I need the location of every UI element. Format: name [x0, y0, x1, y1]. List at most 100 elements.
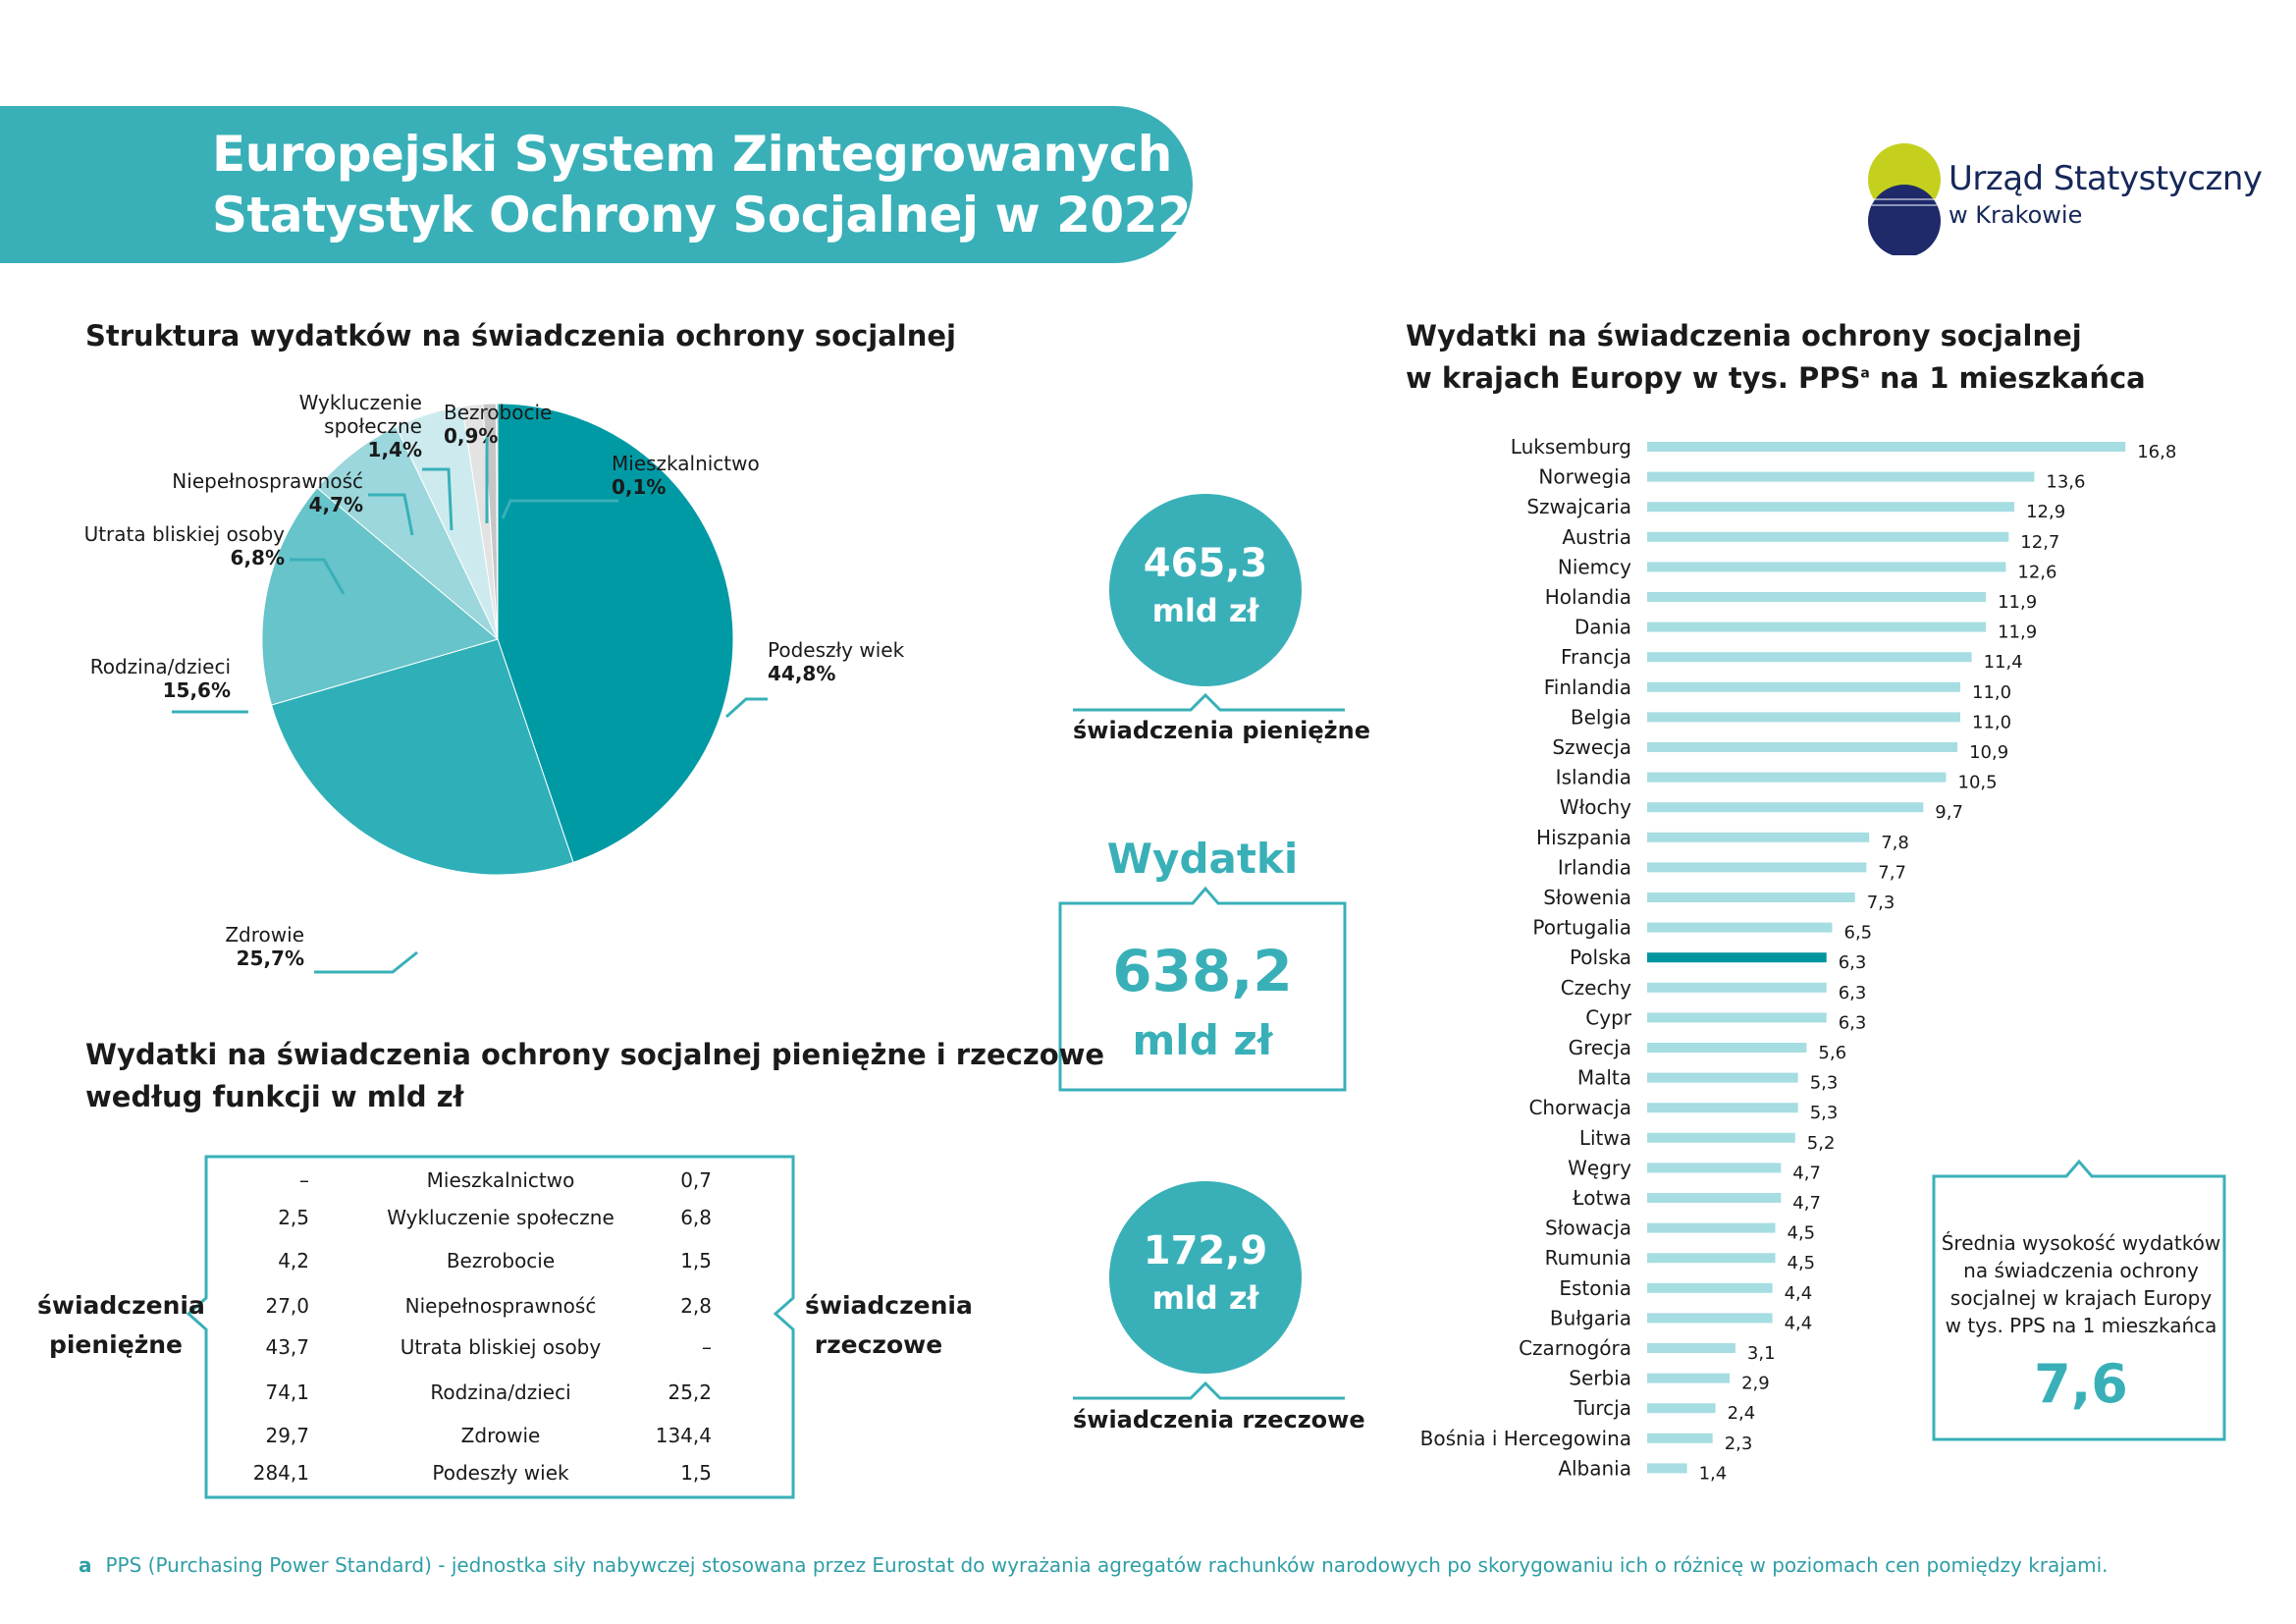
bar-value-label: 6,3 [1839, 1012, 1867, 1033]
bar-value-label: 4,5 [1788, 1253, 1816, 1273]
bar-category-label: Łotwa [1572, 1186, 1631, 1210]
pie-label-zdrowie: Zdrowie 25,7% [225, 923, 304, 970]
logo-subtitle: w Krakowie [1949, 201, 2083, 229]
total-value: 638,2 [1112, 938, 1293, 1004]
table-function-name: Rodzina/dzieci [430, 1380, 571, 1404]
bar-category-label: Cypr [1585, 1005, 1631, 1029]
table-function-name: Mieszkalnictwo [426, 1168, 575, 1192]
bar [1647, 1282, 1773, 1293]
table-function-name: Wykluczenie społeczne [387, 1206, 614, 1229]
bar-category-label: Chorwacja [1528, 1096, 1631, 1119]
bar [1647, 1403, 1716, 1414]
bar [1647, 1043, 1807, 1053]
table-cash-value: 4,2 [278, 1249, 309, 1272]
bar-category-label: Austria [1562, 525, 1631, 549]
table-cash-value: 27,0 [265, 1294, 309, 1318]
table-cash-value: 74,1 [265, 1380, 309, 1404]
title-banner: Europejski System Zintegrowanych Statyst… [0, 106, 1243, 263]
bar [1647, 1373, 1731, 1383]
bar [1647, 681, 1960, 692]
cash-benefits-caption: świadczenia pieniężne [1073, 717, 1370, 744]
footnote: a PPS (Purchasing Power Standard) - jedno… [79, 1553, 2109, 1577]
bar-value-label: 1,4 [1699, 1463, 1728, 1484]
table-right-label: świadczenia rzeczowe [805, 1291, 973, 1359]
bar [1647, 1313, 1773, 1324]
bar-category-label: Czechy [1561, 976, 1631, 1000]
bar [1647, 802, 1924, 813]
bar [1647, 1433, 1713, 1443]
bar-category-label: Turcja [1574, 1396, 1631, 1420]
pie-label-bezrobocie: Bezrobocie 0,9% [444, 401, 553, 448]
bar-value-label: 4,4 [1785, 1313, 1813, 1333]
bar [1647, 893, 1855, 902]
bar [1647, 652, 1972, 663]
table-inkind-value: 134,4 [655, 1424, 712, 1447]
bar-category-label: Litwa [1579, 1126, 1631, 1150]
inkind-benefits-unit: mld zł [1151, 1279, 1259, 1317]
bar-category-label: Serbia [1569, 1367, 1631, 1390]
bar-value-label: 16,8 [2137, 442, 2176, 462]
bar-value-label: 11,0 [1972, 712, 2011, 732]
bar-category-label: Rumunia [1545, 1246, 1631, 1270]
pie-slice-1 [270, 638, 574, 876]
bar-value-label: 11,9 [1998, 623, 2037, 643]
table-section-title-line-2: według funkcji w mld zł [85, 1080, 464, 1113]
pie-label-niepelnosprawnosc: Niepełnosprawność 4,7% [172, 469, 363, 516]
bars-section-title-line-1: Wydatki na świadczenia ochrony socjalnej [1406, 319, 2082, 352]
bar [1647, 1463, 1687, 1474]
bar [1647, 862, 1867, 873]
bar [1647, 1163, 1782, 1173]
bar [1647, 1132, 1795, 1143]
cash-benefits-circle: 465,3 mld zł [1109, 494, 1302, 686]
bar [1647, 1103, 1798, 1113]
bar [1647, 592, 1987, 602]
bar-category-label: Niemcy [1558, 555, 1631, 578]
average-description: Średnia wysokość wydatków na świadczenia… [1941, 1231, 2221, 1337]
bar-category-label: Szwecja [1552, 735, 1631, 759]
bar-category-label: Estonia [1559, 1276, 1631, 1300]
bar-category-label: Malta [1577, 1066, 1631, 1090]
bar [1647, 562, 2006, 572]
bar-value-label: 6,3 [1839, 952, 1867, 973]
bar-category-label: Słowacja [1545, 1217, 1631, 1240]
bar-value-label: 3,1 [1747, 1343, 1776, 1364]
bar-category-label: Szwajcaria [1526, 495, 1631, 518]
pie-label-podeszly-wiek: Podeszły wiek 44,8% [768, 638, 905, 685]
bar [1647, 471, 2035, 482]
pie-label-utrata: Utrata bliskiej osoby 6,8% [83, 522, 285, 569]
table-left-label: świadczenia pieniężne [37, 1291, 205, 1359]
bar-value-label: 4,7 [1792, 1193, 1821, 1214]
bar-value-label: 4,4 [1785, 1283, 1813, 1304]
table-cash-value: 284,1 [252, 1461, 309, 1485]
bar-category-label: Belgia [1571, 705, 1631, 729]
bar-category-label: Portugalia [1532, 916, 1631, 940]
bar [1647, 1072, 1798, 1083]
pie-chart [261, 403, 734, 876]
bar-category-label: Polska [1570, 946, 1631, 969]
bar [1647, 922, 1833, 933]
bar-value-label: 5,6 [1818, 1043, 1846, 1063]
bar-value-label: 11,0 [1972, 682, 2011, 703]
bar-value-label: 12,9 [2026, 502, 2065, 522]
country-bar-chart: Luksemburg 16,8 Norwegia 13,6 Szwajcaria 12,9… [1420, 435, 2177, 1484]
bar [1647, 442, 2126, 452]
table-section-title-line-1: Wydatki na świadczenia ochrony socjalnej… [85, 1038, 1105, 1071]
bars-section-title-line-2: w krajach Europy w tys. PPSa na 1 mieszk… [1406, 361, 2146, 395]
bar-value-label: 11,9 [1998, 592, 2037, 613]
table-inkind-value: 1,5 [680, 1249, 712, 1272]
table-inkind-value: 6,8 [680, 1206, 712, 1229]
bar-value-label: 13,6 [2046, 472, 2085, 493]
page-title-line-1: Europejski System Zintegrowanych [212, 126, 1172, 183]
bar-value-label: 12,6 [2017, 562, 2056, 582]
bar-value-label: 10,5 [1958, 773, 1998, 793]
bar-category-label: Węgry [1568, 1156, 1631, 1179]
bar-value-label: 7,8 [1881, 833, 1909, 853]
bar-value-label: 6,3 [1839, 983, 1867, 1003]
cash-benefits-value: 465,3 [1143, 541, 1268, 586]
bar [1647, 952, 1827, 963]
table-function-name: Podeszły wiek [432, 1461, 569, 1485]
bar-category-label: Holandia [1545, 585, 1631, 609]
bar-value-label: 2,9 [1741, 1374, 1770, 1394]
bar [1647, 622, 1987, 632]
bar-category-label: Albania [1558, 1456, 1631, 1480]
